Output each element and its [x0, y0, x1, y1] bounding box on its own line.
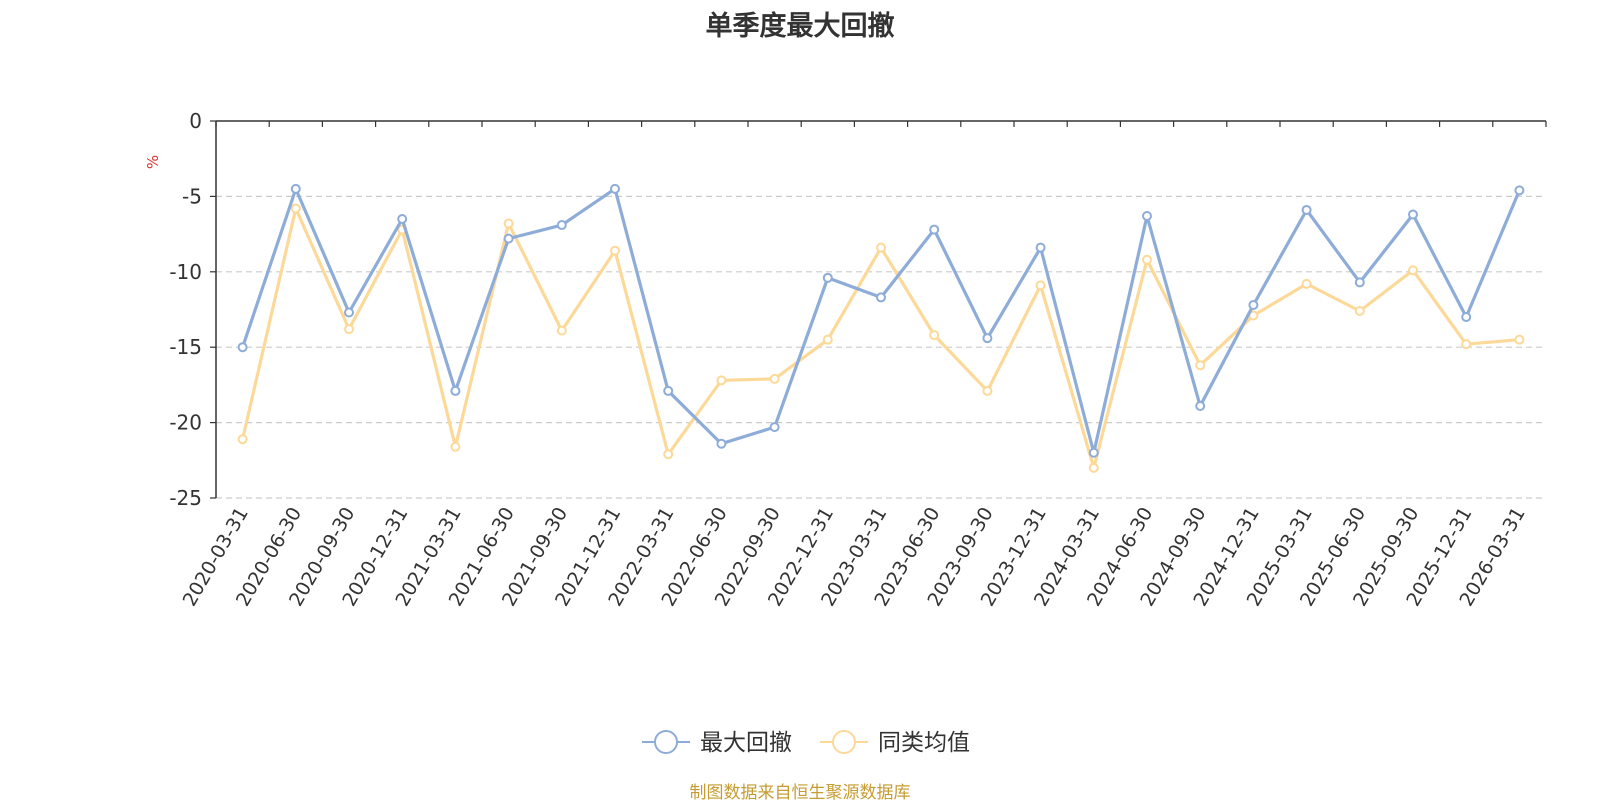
y-tick-label: -5 [182, 184, 202, 208]
data-point [1514, 334, 1525, 345]
y-axis-label: % [144, 155, 162, 169]
y-tick-label: -20 [169, 411, 202, 435]
legend-label: 同类均值 [878, 730, 970, 756]
line-chart: 0-5-10-15-20-25%2020-03-312020-06-302020… [144, 109, 1547, 756]
data-point [822, 334, 833, 345]
data-point [1514, 185, 1525, 196]
data-point [1354, 277, 1365, 288]
y-tick-label: -25 [169, 486, 202, 510]
legend-marker [654, 730, 678, 754]
data-point [1035, 242, 1046, 253]
data-point [716, 438, 727, 449]
series-line [241, 187, 1521, 455]
series-2 [237, 203, 1525, 473]
data-point [929, 224, 940, 235]
data-point [344, 307, 354, 318]
data-point [876, 292, 886, 303]
data-point [1088, 462, 1099, 473]
data-point [663, 385, 674, 396]
data-point [1461, 312, 1472, 323]
data-point [876, 242, 886, 253]
data-point [1142, 211, 1152, 222]
data-point [1195, 360, 1206, 371]
data-point [237, 434, 248, 445]
data-point [1195, 401, 1206, 412]
data-point [237, 342, 248, 353]
data-point [1301, 204, 1312, 215]
data-point [610, 245, 620, 256]
data-point [344, 324, 354, 335]
data-point [1301, 278, 1312, 289]
data-point [503, 218, 514, 229]
data-point [290, 183, 301, 194]
data-point [1408, 265, 1418, 276]
y-tick-label: -10 [169, 260, 202, 284]
data-point [1088, 447, 1099, 458]
data-point [1248, 299, 1259, 310]
data-point [290, 203, 301, 214]
data-point [822, 272, 833, 283]
data-point [1035, 280, 1046, 291]
data-point [769, 422, 780, 433]
data-point [716, 375, 727, 386]
y-tick-label: 0 [189, 109, 202, 133]
data-point [450, 385, 461, 396]
data-point [769, 373, 780, 384]
data-point [663, 449, 674, 460]
data-point [929, 330, 940, 341]
data-point [982, 385, 993, 396]
data-point [556, 325, 567, 336]
data-point [1408, 209, 1418, 220]
data-point [982, 333, 993, 344]
data-point [397, 214, 408, 225]
data-point [556, 220, 567, 231]
data-point [1461, 339, 1472, 350]
data-point [1354, 306, 1365, 317]
data-point [1142, 254, 1152, 265]
data-point [450, 441, 461, 452]
series-1 [237, 183, 1525, 458]
y-tick-label: -15 [169, 335, 202, 359]
data-point [503, 233, 514, 244]
chart-title: 单季度最大回撤 [705, 11, 895, 42]
legend-label: 最大回撤 [700, 730, 792, 756]
source-note: 制图数据来自恒生聚源数据库 [689, 783, 911, 803]
data-point [610, 183, 620, 194]
legend-marker [832, 730, 856, 754]
